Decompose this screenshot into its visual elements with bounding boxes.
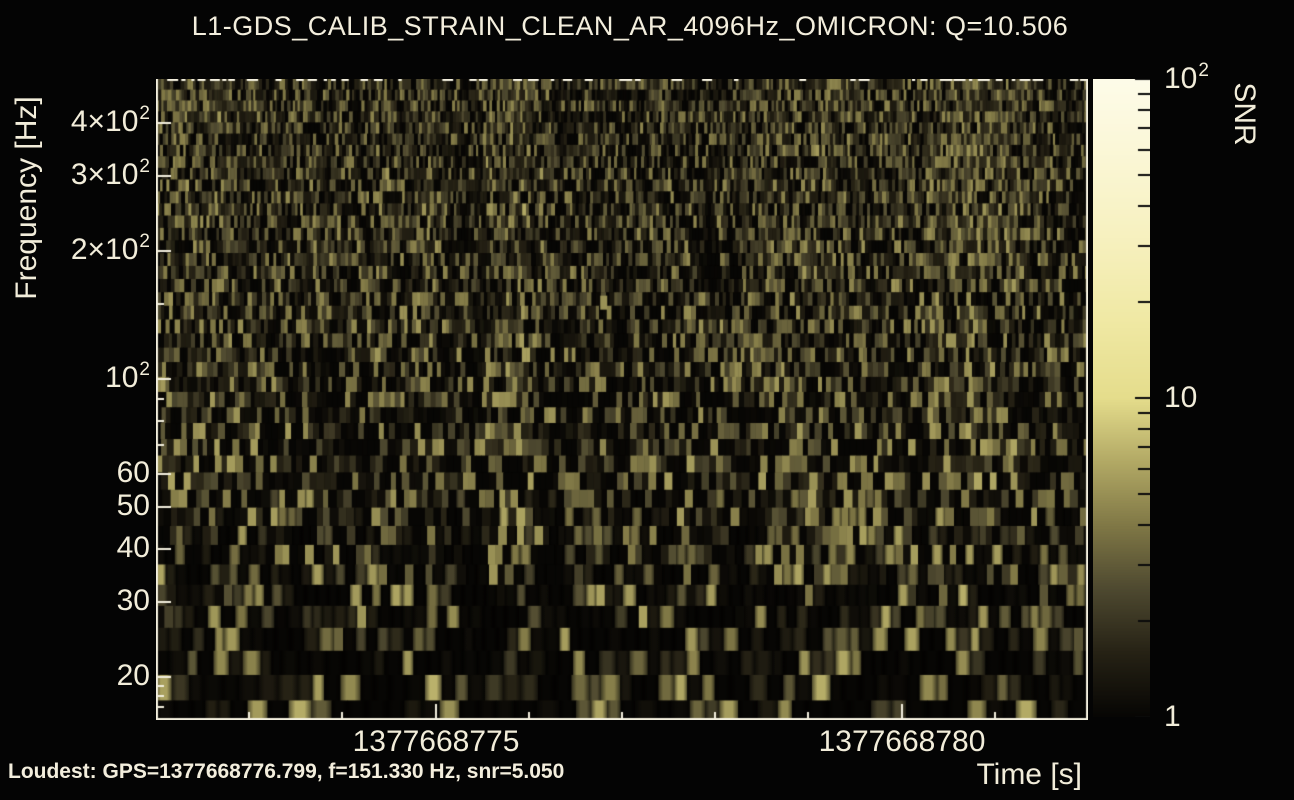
y-tick-label: 102: [105, 359, 150, 394]
colorbar-title: SNR: [1228, 82, 1261, 146]
loudest-annotation: Loudest: GPS=1377668776.799, f=151.330 H…: [8, 760, 565, 783]
exponent: 2: [139, 156, 150, 177]
x-tick-label: 1377668775: [352, 725, 520, 758]
exponent: 2: [1198, 60, 1209, 81]
y-tick-label: 2×102: [70, 231, 150, 266]
y-tick-label: 40: [116, 531, 150, 564]
colorbar-tick-label: 10: [1164, 381, 1198, 414]
colorbar-tick-label: 1: [1164, 700, 1181, 733]
figure-title: L1-GDS_CALIB_STRAIN_CLEAN_AR_4096Hz_OMIC…: [191, 11, 1069, 41]
spectrogram-canvas: [156, 79, 1088, 720]
y-tick-label: 30: [116, 584, 150, 617]
y-tick-label: 4×102: [70, 103, 150, 138]
exponent: 2: [139, 231, 150, 252]
exponent: 2: [139, 359, 150, 380]
x-axis-title: Time [s]: [976, 758, 1082, 791]
y-tick-label: 60: [116, 456, 150, 489]
y-axis-title: Frequency [Hz]: [10, 96, 43, 300]
y-tick-label: 20: [116, 659, 150, 692]
y-tick-label: 50: [116, 489, 150, 522]
colorbar-tick-label: 102: [1164, 60, 1209, 95]
exponent: 2: [139, 103, 150, 124]
colorbar-gradient: [1093, 79, 1150, 717]
y-tick-label: 3×102: [70, 156, 150, 191]
x-tick-label: 1377668780: [818, 725, 986, 758]
